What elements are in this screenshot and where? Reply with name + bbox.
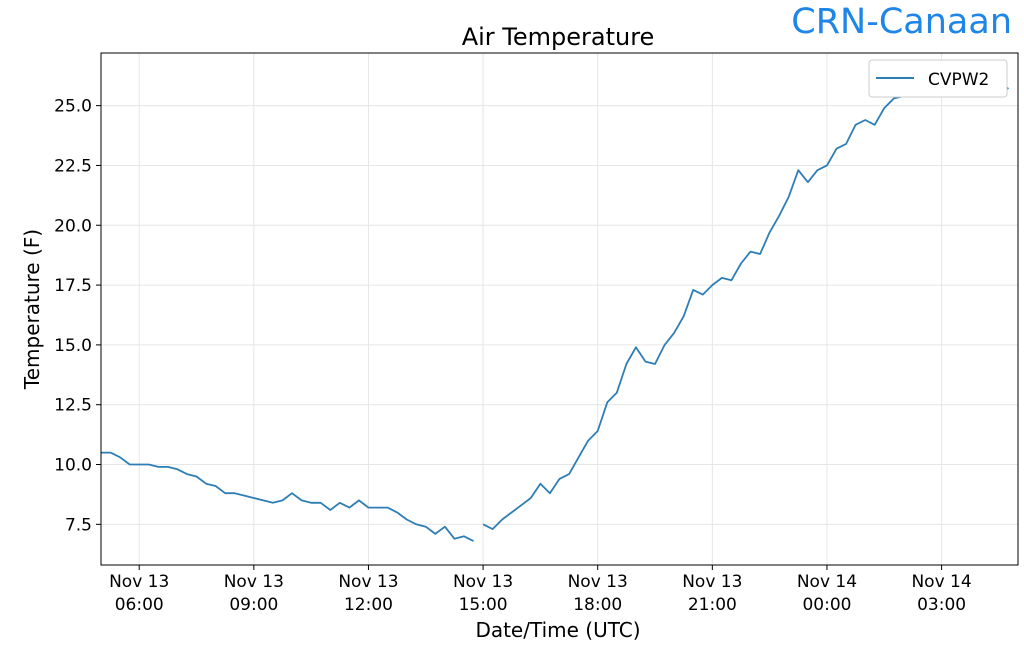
y-tick-label: 25.0 <box>54 97 92 117</box>
y-axis-label: Temperature (F) <box>20 229 44 390</box>
x-tick-label-time: 00:00 <box>802 595 851 615</box>
x-tick-label-date: Nov 13 <box>109 572 169 592</box>
series-line-cvpw2 <box>101 451 474 542</box>
x-tick-label-time: 21:00 <box>688 595 737 615</box>
x-tick-label-date: Nov 14 <box>797 572 857 592</box>
legend-box <box>868 59 1008 98</box>
x-tick-label-time: 09:00 <box>229 595 278 615</box>
x-tick-label-time: 03:00 <box>917 595 966 615</box>
y-tick-label: 17.5 <box>54 276 92 296</box>
legend-label: CVPW2 <box>928 70 989 90</box>
y-tick-label: 20.0 <box>54 216 92 236</box>
y-tick-label: 15.0 <box>54 336 92 356</box>
x-tick-label-date: Nov 13 <box>453 572 513 592</box>
y-tick-label: 7.5 <box>65 515 92 535</box>
legend: CVPW2 <box>868 59 1008 98</box>
y-tick-label: 10.0 <box>54 456 92 476</box>
x-tick-label-date: Nov 13 <box>568 572 628 592</box>
x-tick-label-time: 15:00 <box>459 595 508 615</box>
plot-frame <box>100 52 1019 566</box>
y-tick-label: 22.5 <box>54 156 92 176</box>
x-tick-label-time: 18:00 <box>573 595 622 615</box>
x-tick-label-date: Nov 14 <box>911 572 971 592</box>
series-layer <box>101 73 1009 542</box>
x-tick-label-date: Nov 13 <box>682 572 742 592</box>
x-tick-label-time: 06:00 <box>115 595 164 615</box>
chart-title: Air Temperature <box>462 23 655 51</box>
x-axis-label: Date/Time (UTC) <box>475 618 640 642</box>
x-tick-label-date: Nov 13 <box>224 572 284 592</box>
station-name: CRN-Canaan <box>791 2 1012 42</box>
series-line-cvpw2 <box>482 73 1009 530</box>
y-axis: 7.5 10.0 12.5 15.0 17.5 20.0 22.5 25.0 <box>54 97 101 535</box>
x-tick-label-date: Nov 13 <box>338 572 398 592</box>
x-tick-label-time: 12:00 <box>344 595 393 615</box>
y-tick-label: 12.5 <box>54 396 92 416</box>
x-axis: Nov 13 06:00 Nov 13 09:00 Nov 13 12:00 Nov 13 1… <box>109 565 972 615</box>
grid <box>101 53 1018 565</box>
